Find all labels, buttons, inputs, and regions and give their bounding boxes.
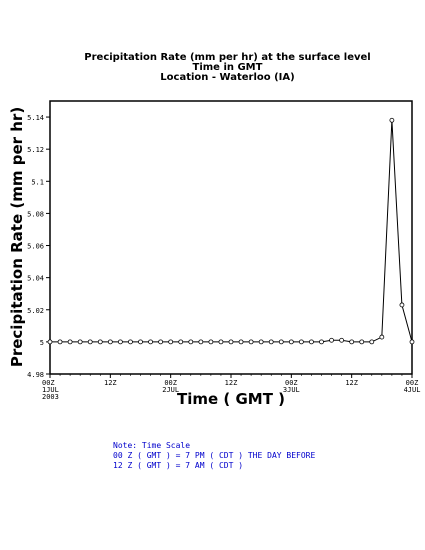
data-point — [47, 339, 53, 345]
data-point — [409, 339, 415, 345]
data-point — [128, 339, 133, 345]
data-point — [278, 339, 284, 345]
data-point — [319, 339, 324, 345]
y-tick-label: 5.04 — [27, 275, 44, 283]
time-scale-note-12z: 12 Z ( GMT ) = 7 AM ( CDT ) — [113, 461, 244, 470]
data-point — [97, 339, 103, 345]
data-point — [168, 339, 174, 345]
x-tick-label: 4JUL — [404, 386, 421, 394]
x-tick-label: 00Z — [406, 379, 419, 387]
time-scale-note-heading: Note: Time Scale — [113, 441, 191, 450]
data-point — [77, 339, 83, 345]
data-point — [67, 339, 73, 345]
x-tick-label: 2003 — [42, 393, 59, 401]
x-tick-label: 00Z — [42, 379, 55, 387]
y-tick-label: 5 — [40, 339, 44, 347]
data-point — [238, 339, 244, 345]
data-point — [369, 339, 375, 345]
y-tick-label: 5.02 — [27, 307, 44, 315]
data-point — [158, 339, 164, 345]
data-point — [57, 339, 63, 345]
data-point — [339, 337, 345, 343]
x-tick-label: 3JUL — [283, 386, 300, 394]
data-point — [218, 339, 224, 345]
plot-frame — [49, 100, 413, 375]
y-axis-ticks: 4.98 5 5.02 5.04 5.06 5.08 5.1 5.12 5.14 — [27, 114, 50, 379]
y-tick-label: 5.06 — [27, 243, 44, 251]
data-point — [379, 334, 385, 340]
data-point — [148, 339, 153, 345]
data-point — [188, 339, 194, 345]
data-series — [47, 117, 415, 345]
chart-title-line-3: Location - Waterloo (IA) — [160, 72, 295, 83]
data-point — [309, 339, 314, 345]
data-point — [399, 302, 405, 308]
series-line — [50, 120, 413, 343]
chart-title-line-1: Precipitation Rate (mm per hr) at the su… — [84, 52, 371, 63]
data-point — [268, 339, 274, 345]
y-tick-label: 4.98 — [27, 371, 44, 379]
data-point — [117, 339, 123, 345]
x-tick-label: 12Z — [345, 379, 358, 387]
x-axis-label: Time ( GMT ) — [177, 390, 285, 408]
data-point — [198, 339, 204, 345]
x-tick-label: 12Z — [225, 379, 238, 387]
data-point — [349, 339, 355, 345]
y-tick-label: 5.12 — [27, 146, 44, 154]
data-point — [389, 117, 395, 123]
data-point — [359, 339, 365, 345]
y-tick-label: 5.08 — [27, 210, 44, 218]
data-point — [208, 339, 214, 345]
data-point — [298, 339, 304, 345]
data-point — [329, 337, 334, 343]
data-point — [228, 339, 234, 345]
y-axis-label: Precipitation Rate (mm per hr) — [8, 107, 26, 367]
data-point — [178, 339, 184, 345]
data-point — [288, 339, 294, 345]
x-tick-label: 12Z — [104, 379, 117, 387]
x-tick-label: 00Z — [285, 379, 298, 387]
time-scale-note-00z: 00 Z ( GMT ) = 7 PM ( CDT ) THE DAY BEFO… — [113, 451, 316, 460]
x-tick-label: 00Z — [164, 379, 177, 387]
x-tick-label: 2JUL — [162, 386, 179, 394]
data-point — [107, 339, 113, 345]
data-point — [138, 339, 143, 345]
x-tick-label: 1JUL — [42, 386, 59, 394]
data-point — [258, 339, 264, 345]
chart-title-line-2: Time in GMT — [192, 62, 263, 73]
y-tick-label: 5.1 — [31, 178, 44, 186]
data-point — [87, 339, 93, 345]
y-tick-label: 5.14 — [27, 114, 44, 122]
data-point — [248, 339, 254, 345]
